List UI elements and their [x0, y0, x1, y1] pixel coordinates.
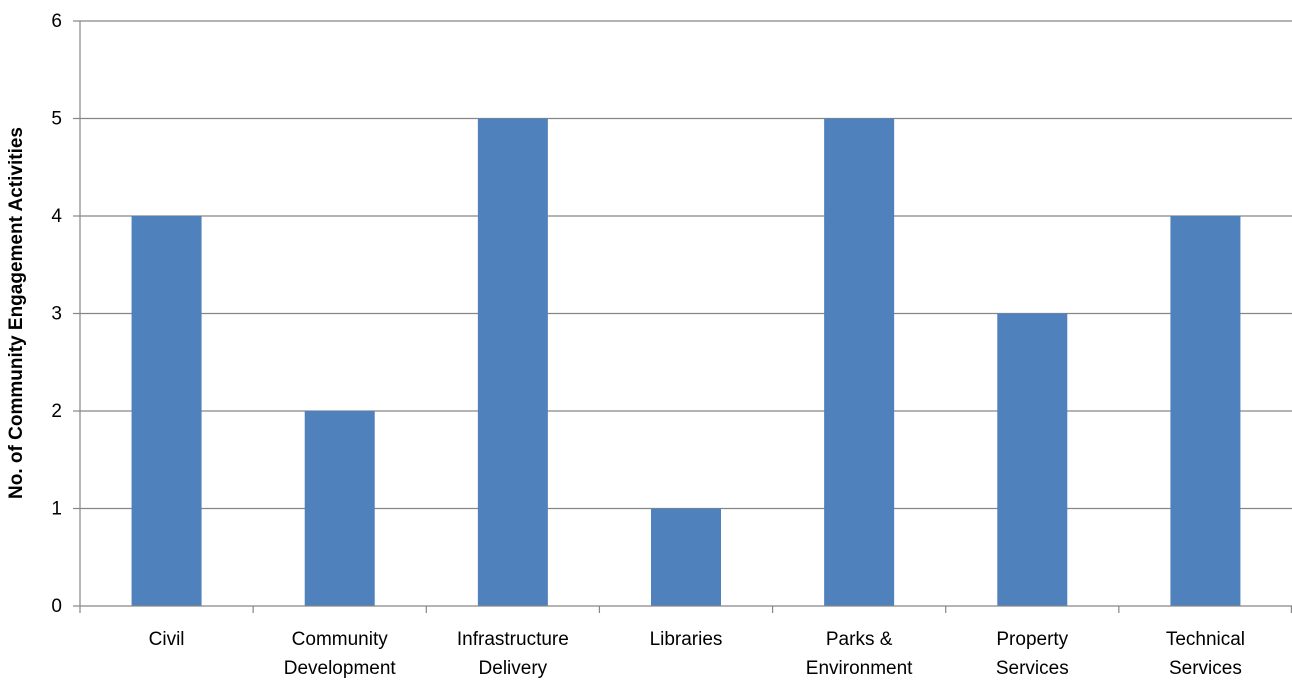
bar — [304, 411, 375, 606]
y-tick-label: 2 — [51, 401, 62, 422]
gridlines — [80, 20, 1292, 510]
y-axis-title: No. of Community Engagement Activities — [6, 127, 27, 499]
bar — [131, 216, 202, 606]
x-category-label: Libraries — [650, 629, 723, 650]
bar — [651, 508, 721, 606]
x-category-label: Property Services — [996, 629, 1069, 679]
x-category-label: Parks & Environment — [806, 629, 913, 679]
y-tick-label: 1 — [51, 499, 62, 520]
bar — [477, 118, 548, 606]
bar — [997, 313, 1068, 606]
y-tick-label: 0 — [51, 596, 62, 617]
bar — [1170, 216, 1241, 606]
bar — [824, 118, 895, 606]
x-category-label: Community Development — [284, 629, 397, 679]
x-category-label: Civil — [149, 629, 185, 650]
x-category-labels: Civil Community Development Infrastructure D… — [149, 629, 1245, 679]
y-tick-label: 4 — [51, 206, 62, 227]
bars — [131, 118, 1241, 606]
axes — [73, 20, 1292, 613]
y-tick-label: 3 — [51, 304, 62, 325]
y-tick-label: 6 — [51, 11, 62, 32]
x-category-label: Technical Services — [1166, 629, 1245, 679]
x-category-label: Infrastructure Delivery — [457, 629, 569, 679]
y-tick-label: 5 — [51, 109, 62, 130]
y-tick-labels: 0 1 2 3 4 5 6 — [51, 11, 62, 617]
